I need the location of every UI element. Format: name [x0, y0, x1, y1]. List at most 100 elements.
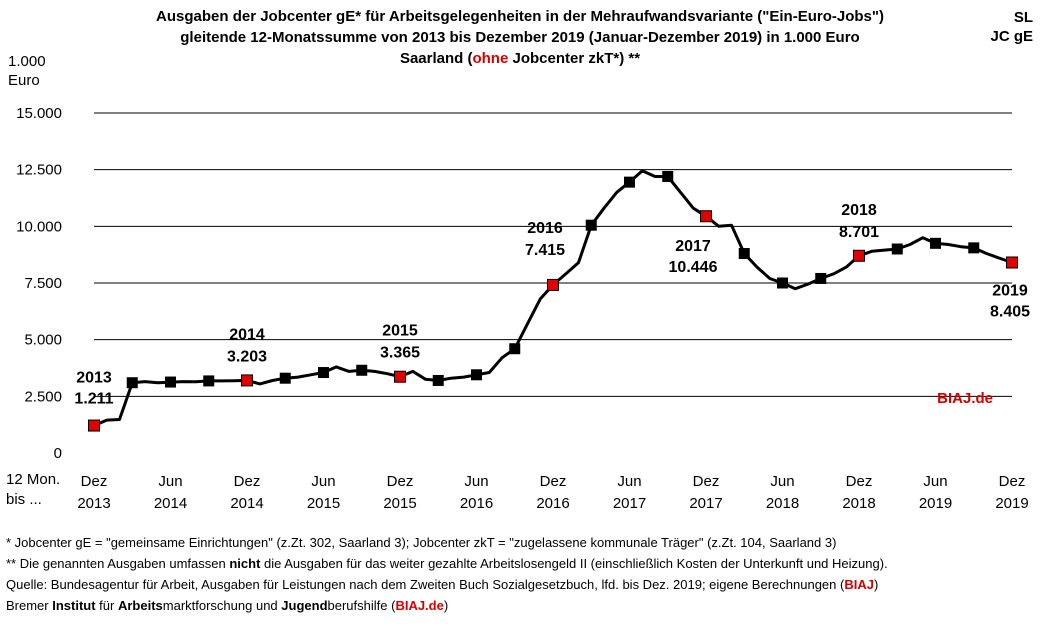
title-line-3-prefix: Saarland (	[399, 50, 473, 67]
inst-f: Jugend	[281, 598, 328, 613]
x-tick-year: 2016	[460, 495, 493, 512]
highlight-point	[241, 374, 253, 387]
title-line-2: gleitende 12-Monatssumme von 2013 bis De…	[180, 29, 860, 46]
data-point	[279, 372, 291, 384]
y-tick-label: 5.000	[24, 332, 62, 349]
title-line-3: Saarland (ohne Jobcenter zkT*) **	[100, 48, 940, 69]
gridlines	[94, 112, 1012, 397]
annotation-year: 2018	[841, 202, 877, 219]
x-tick-month: Dez	[387, 473, 414, 490]
x-tick-year: 2014	[230, 495, 263, 512]
title-line-3-suffix: Jobcenter zkT*) **	[508, 50, 641, 67]
x-tick-year: 2019	[995, 495, 1028, 512]
data-point	[624, 176, 635, 188]
y-tick-label: 12.500	[16, 162, 62, 179]
y-tick-label: 2.500	[24, 388, 62, 405]
region-label: SL JC gE	[990, 8, 1033, 46]
footnotes: * Jobcenter gE = "gemeinsame Einrichtung…	[6, 532, 1041, 616]
y-tick-label: 10.000	[16, 218, 62, 235]
y-unit-line-2: Euro	[8, 72, 40, 89]
footnote-2-b: nicht	[229, 556, 261, 571]
x-unit-line-2: bis ...	[6, 491, 42, 508]
x-tick-month: Dez	[999, 473, 1026, 490]
data-point	[165, 376, 176, 388]
x-tick-month: Dez	[540, 473, 567, 490]
highlight-point	[394, 370, 406, 383]
data-point	[662, 170, 674, 182]
x-tick-month: Dez	[846, 473, 873, 490]
x-tick-month: Jun	[464, 473, 488, 490]
inst-h: BIAJ.de	[395, 598, 444, 613]
inst-b: Institut	[52, 598, 96, 613]
institute-note: Bremer Institut für Arbeitsmarktforschun…	[6, 595, 1041, 616]
data-point	[203, 375, 215, 387]
title-highlight: ohne	[472, 50, 509, 67]
highlight-point	[88, 419, 100, 432]
data-markers	[88, 170, 1018, 432]
x-tick-year: 2018	[842, 495, 875, 512]
data-point	[968, 242, 980, 254]
highlight-point	[853, 249, 865, 262]
data-annotations: 2013 1.211 2014 3.203 2015 3.365 2016 7.415 2017…	[74, 202, 1030, 408]
region-label-line-1: SL	[1013, 9, 1033, 26]
source-b: BIAJ	[844, 577, 874, 592]
highlight-point	[547, 278, 559, 291]
inst-e: marktforschung und	[162, 598, 282, 613]
source-c: )	[873, 577, 879, 592]
annotation-value: 8.405	[990, 303, 1030, 320]
x-tick-year: 2019	[919, 495, 952, 512]
x-tick-month: Jun	[617, 473, 641, 490]
inst-c: für	[95, 598, 118, 613]
y-tick-label: 15.000	[16, 105, 62, 122]
y-tick-label: 0	[54, 445, 62, 462]
x-tick-year: 2013	[77, 495, 110, 512]
x-tick-year: 2014	[154, 495, 187, 512]
y-unit-line-1: 1.000	[8, 53, 46, 70]
annotation-year: 2013	[76, 370, 112, 387]
title-line-1: Ausgaben der Jobcenter gE* für Arbeitsge…	[156, 8, 884, 25]
footnote-2-c: die Ausgaben für das weiter gezahlte Arb…	[260, 556, 888, 571]
x-tick-year: 2015	[383, 495, 416, 512]
x-tick-month: Dez	[234, 473, 261, 490]
annotation-value: 3.203	[227, 348, 267, 365]
watermark: BIAJ.de	[937, 390, 993, 407]
x-tick-month: Dez	[81, 473, 108, 490]
data-point	[585, 219, 597, 231]
source-note: Quelle: Bundesagentur für Arbeit, Ausgab…	[6, 574, 1041, 595]
y-axis-ticks: 0 2.500 5.000 7.500 10.000 12.500 15.000	[16, 105, 62, 462]
x-tick-month: Jun	[311, 473, 335, 490]
data-point	[432, 374, 444, 386]
x-tick-month: Dez	[693, 473, 720, 490]
x-unit-line-1: 12 Mon.	[6, 471, 61, 488]
data-point	[930, 237, 941, 249]
line-chart: 0 2.500 5.000 7.500 10.000 12.500 15.000 Dez 20…	[16, 105, 1030, 512]
data-point	[815, 272, 827, 284]
x-axis-unit: 12 Mon. bis ...	[6, 470, 60, 510]
region-label-line-2: JC gE	[990, 28, 1033, 45]
data-point	[471, 369, 482, 381]
annotation-value: 8.701	[839, 224, 879, 241]
annotation-year: 2017	[675, 238, 711, 255]
inst-a: Bremer	[6, 598, 53, 613]
highlight-point	[700, 210, 712, 223]
data-point	[126, 377, 138, 389]
highlight-point	[1006, 256, 1018, 269]
footnote-2-a: ** Die genannten Ausgaben umfassen	[6, 556, 230, 571]
annotation-year: 2016	[527, 220, 563, 237]
inst-d: Arbeits	[117, 598, 163, 613]
chart-title: Ausgaben der Jobcenter gE* für Arbeitsge…	[100, 6, 940, 69]
annotation-value: 1.211	[74, 391, 113, 408]
data-point	[777, 277, 788, 289]
x-tick-month: Jun	[770, 473, 794, 490]
annotation-year: 2014	[229, 326, 265, 343]
annotation-year: 2019	[992, 282, 1028, 299]
data-point	[509, 343, 521, 355]
y-axis-unit: 1.000 Euro	[8, 52, 46, 90]
x-tick-year: 2017	[689, 495, 722, 512]
x-axis-ticks: Dez 2013 Jun 2014 Dez 2014 Jun 2015 Dez 2015 Jun 20…	[77, 473, 1028, 512]
inst-g: berufshilfe (	[327, 598, 396, 613]
data-point	[738, 248, 750, 260]
data-point	[891, 243, 903, 255]
annotation-value: 7.415	[525, 242, 565, 259]
annotation-value: 10.446	[669, 259, 718, 276]
